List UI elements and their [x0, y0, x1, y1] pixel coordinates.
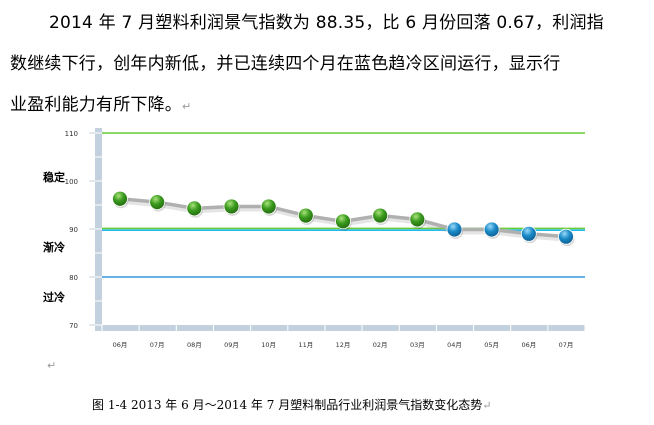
text: 2014 年 7 月塑料利润景气指数为 88.35，比 6 月份回落 0.67，… [49, 13, 604, 33]
data-point [297, 207, 314, 224]
x-tick-label: 11月 [298, 341, 313, 349]
data-point [260, 198, 277, 215]
data-point [483, 221, 500, 238]
paragraph-mark: ↵ [182, 100, 192, 113]
text: 业盈利能力有所下降。 [10, 95, 182, 115]
data-point [112, 190, 128, 207]
x-axis-bar [95, 325, 585, 331]
data-point [149, 194, 166, 211]
x-tick-label: 02月 [373, 341, 388, 349]
caption-mark: ↵ [482, 399, 492, 412]
data-point [186, 200, 203, 217]
data-point [409, 211, 426, 228]
x-tick-label: 03月 [410, 341, 425, 349]
paragraph-line-3: 业盈利能力有所下降。↵ [10, 90, 191, 115]
zone-label-cold: 过冷 [43, 291, 65, 304]
x-tick-label: 10月 [261, 341, 276, 349]
data-point [335, 213, 351, 230]
chart-paragraph-mark: ↵ [47, 359, 57, 372]
y-tick-label: 100 [65, 178, 78, 186]
y-tick-label: 70 [69, 322, 78, 330]
y-tick-label: 110 [65, 130, 78, 138]
y-tick-label: 80 [69, 274, 78, 282]
data-point [558, 228, 574, 245]
x-tick-label: 07月 [150, 341, 165, 349]
x-tick-label: 09月 [224, 341, 239, 349]
x-tick-label: 05月 [484, 341, 499, 349]
figure-caption: 图 1-4 2013 年 6 月～2014 年 7 月塑料制品行业利润景气指数变… [92, 396, 491, 413]
x-tick-label: 07月 [559, 341, 574, 349]
text: 数继续下行，创年内新低，并已连续四个月在蓝色趋冷区间运行，显示行 [10, 54, 561, 74]
y-tick-label: 90 [69, 226, 78, 234]
caption-text: 图 1-4 2013 年 6 月～2014 年 7 月塑料制品行业利润景气指数变… [92, 398, 483, 412]
data-point [372, 207, 389, 224]
paragraph-line-2: 数继续下行，创年内新低，并已连续四个月在蓝色趋冷区间运行，显示行 [10, 49, 560, 74]
x-tick-label: 12月 [336, 341, 351, 349]
zone-label-cooling: 渐冷 [43, 241, 65, 254]
x-tick-label: 04月 [447, 341, 462, 349]
x-tick-label: 08月 [187, 341, 202, 349]
data-point [223, 198, 240, 215]
x-tick-label: 06月 [521, 341, 536, 349]
paragraph-line-1: 2014 年 7 月塑料利润景气指数为 88.35，比 6 月份回落 0.67，… [49, 8, 604, 33]
data-point [520, 225, 537, 242]
zone-label-stable: 稳定 [43, 171, 65, 184]
data-point [446, 221, 463, 238]
x-tick-label: 06月 [113, 341, 128, 349]
